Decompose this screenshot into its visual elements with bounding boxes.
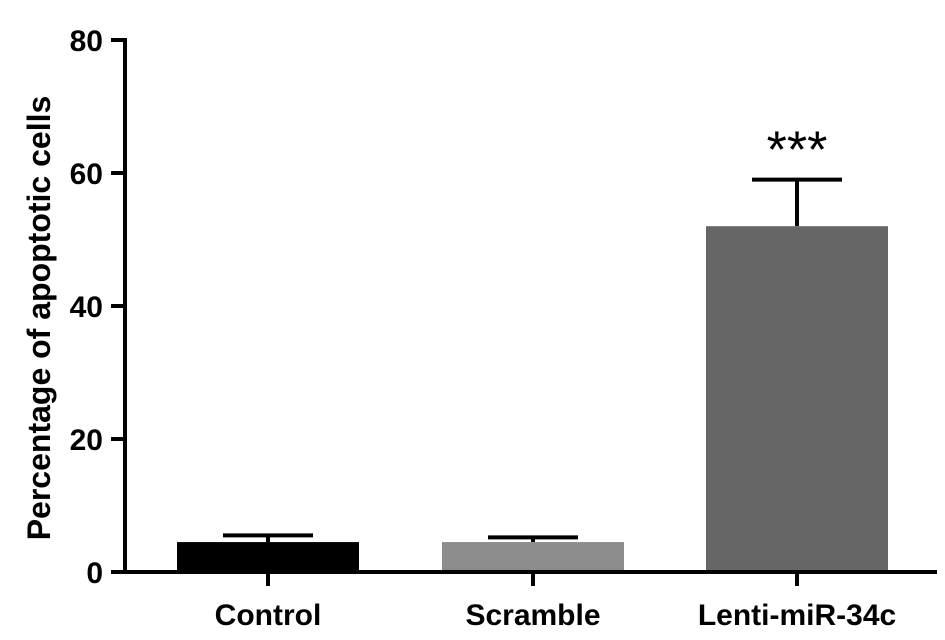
x-tick-label-lenti-mir-34c: Lenti-miR-34c [698, 599, 896, 632]
y-tick-label-40: 40 [70, 291, 103, 324]
bar-scramble [442, 542, 624, 572]
y-axis-title: Percentage of apoptotic cells [21, 96, 57, 541]
x-tick-label-control: Control [215, 599, 322, 632]
y-tick-label-60: 60 [70, 158, 103, 191]
x-axis-ticks: Control Scramble Lenti-miR-34c [215, 572, 896, 632]
y-axis-ticks: 0 20 40 60 80 [70, 25, 125, 590]
bar-lenti-mir-34c [706, 226, 888, 572]
significance-annotation: *** [767, 122, 828, 180]
bar-control [177, 542, 359, 572]
chart-marks: *** [177, 122, 888, 572]
x-tick-label-scramble: Scramble [465, 599, 600, 632]
y-tick-label-20: 20 [70, 424, 103, 457]
y-tick-label-0: 0 [86, 557, 103, 590]
y-tick-label-80: 80 [70, 25, 103, 58]
